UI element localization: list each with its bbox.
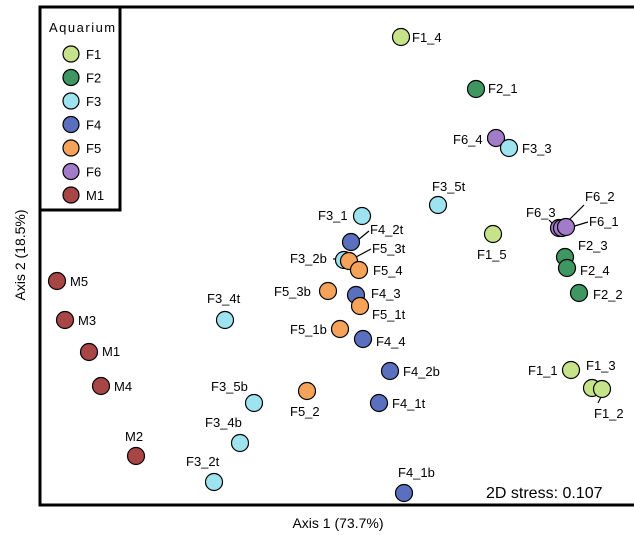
legend-marker-f4 [62, 115, 80, 134]
data-point [126, 446, 146, 466]
leader-line [355, 248, 372, 258]
data-point [318, 281, 338, 301]
legend-marker-f2 [62, 68, 80, 87]
point-label: F4_2b [403, 364, 440, 379]
point-label: F3_4b [205, 415, 242, 430]
point-label: M3 [78, 313, 96, 328]
data-points [47, 27, 612, 503]
point-label: F4_4 [376, 334, 406, 349]
point-label: F5_1t [372, 307, 406, 322]
point-label: F1_3 [586, 358, 616, 373]
point-label: F5_3t [372, 241, 406, 256]
point-label: F6_3 [526, 205, 556, 220]
point-label: F3_2b [290, 251, 327, 266]
legend-label-f3: F3 [86, 94, 101, 109]
point-label: F3_2t [186, 454, 220, 469]
data-point [91, 376, 111, 396]
data-point [350, 296, 370, 316]
point-label: M1 [102, 344, 120, 359]
legend-label-f4: F4 [86, 118, 101, 133]
point-label: F1_4 [412, 30, 442, 45]
legend-marker-m1 [62, 186, 80, 204]
data-point [244, 393, 264, 413]
data-point [557, 258, 577, 278]
data-point [204, 472, 224, 492]
data-point [483, 224, 503, 244]
data-point [79, 342, 99, 362]
data-point [394, 483, 414, 503]
data-point [55, 310, 75, 330]
legend-marker-f6 [62, 162, 80, 181]
point-label: F4_3 [371, 286, 401, 301]
legend-label-m1: M1 [86, 188, 104, 203]
data-point [330, 319, 350, 339]
data-point [466, 79, 486, 99]
legend-marker-f1 [62, 45, 80, 63]
point-label: F4_1t [392, 396, 426, 411]
data-point [380, 361, 400, 381]
legend-label-f5: F5 [86, 141, 101, 156]
point-label: F3_5b [211, 379, 248, 394]
data-point [230, 433, 250, 453]
data-point [349, 260, 369, 280]
point-label: F3_1 [318, 208, 348, 223]
point-label: M2 [125, 429, 143, 444]
data-point [215, 310, 235, 330]
point-label: M5 [70, 274, 88, 289]
point-label: M4 [114, 379, 132, 394]
point-label: F4_1b [398, 465, 435, 480]
point-label: F1_5 [477, 247, 507, 262]
point-label: F5_3b [274, 284, 311, 299]
data-point [297, 381, 317, 401]
data-point [352, 206, 372, 226]
point-labels: F1_4 F2_1 F6_4 F3_3 F3_5t F3_1 F1_5 F6_3 F6_1 F6_… [70, 30, 624, 480]
point-label: F5_4 [373, 263, 403, 278]
data-point [369, 393, 389, 413]
point-label: F1_2 [594, 406, 624, 421]
data-point [391, 27, 411, 47]
legend: Aquarium F1 F2 F3 F4 F5 F6 M1 [38, 5, 122, 212]
data-point [353, 329, 373, 349]
point-label: F4_2t [370, 222, 404, 237]
point-label: F2_1 [488, 81, 518, 96]
point-label: F5_2 [290, 404, 320, 419]
legend-marker-f5 [62, 139, 80, 157]
data-point [486, 128, 506, 148]
data-point [561, 360, 581, 380]
data-point [556, 217, 576, 237]
point-label: F2_2 [593, 287, 623, 302]
data-point [428, 195, 448, 215]
legend-title: Aquarium [49, 20, 117, 35]
point-label: F6_4 [453, 132, 483, 147]
data-point [592, 379, 612, 399]
leader-line [357, 230, 370, 241]
data-point [499, 138, 519, 158]
point-label: F3_4t [207, 291, 241, 306]
data-point [47, 271, 67, 291]
x-axis-label: Axis 1 (73.7%) [292, 515, 383, 531]
legend-label-f6: F6 [86, 165, 101, 180]
point-label: F3_5t [432, 179, 466, 194]
data-point [341, 232, 361, 252]
point-label: F6_2 [585, 189, 615, 204]
point-label: F3_3 [522, 141, 552, 156]
data-point [569, 283, 589, 303]
point-label: F2_4 [580, 263, 610, 278]
point-label: F6_1 [589, 214, 619, 229]
legend-marker-f3 [62, 92, 80, 110]
point-label: F5_1b [290, 322, 327, 337]
stress-annotation: 2D stress: 0.107 [486, 485, 603, 502]
legend-label-f1: F1 [86, 47, 101, 62]
legend-label-f2: F2 [86, 71, 101, 86]
point-label: F1_1 [528, 363, 558, 378]
legend-box [38, 5, 122, 212]
point-label: F2_3 [578, 238, 608, 253]
legend-items: F1 F2 F3 F4 F5 F6 M1 [62, 45, 104, 204]
y-axis-label: Axis 2 (18.5%) [12, 209, 28, 300]
plot-area [38, 5, 634, 507]
